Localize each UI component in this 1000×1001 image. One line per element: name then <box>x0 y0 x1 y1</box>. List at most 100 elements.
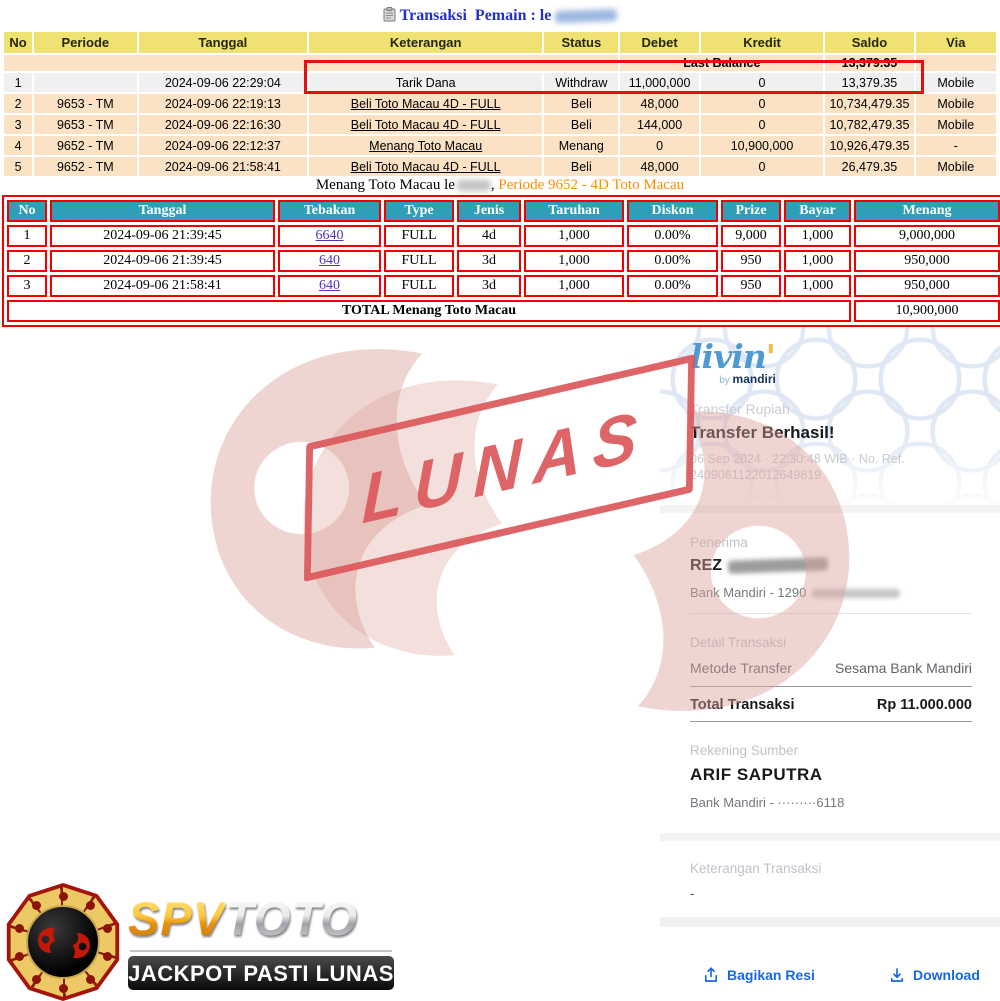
brand-spv: SPV <box>128 892 226 945</box>
transactions-table: No Periode Tanggal Keterangan Status Debet Kre… <box>2 30 998 178</box>
keterangan-label: Keterangan Transaksi <box>690 861 822 876</box>
transfer-type-label: Transfer Rupiah <box>690 401 790 417</box>
tx-cell-status: Beli <box>544 157 619 176</box>
share-receipt-button[interactable]: Bagikan Resi <box>696 965 821 985</box>
tx-cell-keterangan[interactable]: Beli Toto Macau 4D - FULL <box>309 94 543 113</box>
section-divider-band <box>660 917 1000 927</box>
tx-cell-no: 2 <box>4 94 33 113</box>
penerima-bank: Bank Mandiri - 1290 <box>690 585 901 600</box>
tx-cell-via: - <box>915 136 996 155</box>
tx-cell-debet: 48,000 <box>620 157 699 176</box>
mn-col-bayar: Bayar <box>784 200 851 222</box>
download-label: Download <box>913 967 980 983</box>
mn-cell-diskon: 0.00% <box>627 250 718 272</box>
tx-cell-via: Mobile <box>915 73 996 92</box>
tx-cell-keterangan[interactable]: Beli Toto Macau 4D - FULL <box>309 115 543 134</box>
tx-cell-tanggal: 2024-09-06 22:12:37 <box>138 136 308 155</box>
tx-cell-via: Mobile <box>915 115 996 134</box>
tx-cell-status: Menang <box>544 136 619 155</box>
tx-cell-periode <box>34 73 137 92</box>
clipboard-icon <box>383 7 396 22</box>
sumber-name: ARIF SAPUTRA <box>690 765 823 784</box>
mn-cell-tebakan[interactable]: 640 <box>278 275 381 297</box>
tx-cell-keterangan[interactable]: Menang Toto Macau <box>309 136 543 155</box>
transaction-row: 3 9653 - TM 2024-09-06 22:16:30 Beli Toto M… <box>4 115 996 134</box>
penerima-name: REZ <box>690 557 829 575</box>
menang-table: No Tanggal Tebakan Type Jenis Taruhan Diskon Pr… <box>2 195 1000 327</box>
total-value: Rp 11.000.000 <box>876 697 972 713</box>
mn-cell-tanggal: 2024-09-06 21:58:41 <box>50 275 275 297</box>
share-label: Bagikan Resi <box>727 967 815 983</box>
tx-cell-tanggal: 2024-09-06 21:58:41 <box>138 157 308 176</box>
brand-divider-line <box>130 950 392 952</box>
divider <box>690 613 972 614</box>
mn-col-taruhan: Taruhan <box>524 200 624 222</box>
by-label: by <box>719 375 733 386</box>
tx-cell-tanggal: 2024-09-06 22:16:30 <box>138 115 308 134</box>
section-divider-band <box>660 505 1000 513</box>
tx-cell-via: Mobile <box>915 157 996 176</box>
tebakan-link[interactable]: 640 <box>319 278 340 293</box>
ref-line2: 2409061122012649819 <box>690 468 822 482</box>
livin-mandiri-logo: livin' by mandiri <box>690 337 776 386</box>
tx-cell-kredit: 0 <box>700 157 824 176</box>
tx-col-keterangan: Keterangan <box>309 32 543 53</box>
tx-col-no: No <box>4 32 33 53</box>
tx-cell-kredit: 0 <box>700 73 824 92</box>
redacted-player-name <box>555 9 618 24</box>
mn-cell-diskon: 0.00% <box>627 275 718 297</box>
tx-cell-no: 3 <box>4 115 33 134</box>
tx-cell-debet: 144,000 <box>620 115 699 134</box>
tx-cell-via: Mobile <box>915 94 996 113</box>
mn-cell-taruhan: 1,000 <box>524 225 624 247</box>
total-label: Total Transaksi <box>690 697 795 713</box>
mn-cell-tebakan[interactable]: 6640 <box>278 225 381 247</box>
tx-cell-no: 5 <box>4 157 33 176</box>
menang-title-periode: Periode 9652 - 4D Toto Macau <box>498 177 685 193</box>
tx-col-saldo: Saldo <box>825 32 914 53</box>
detail-transaksi-label: Detail Transaksi <box>690 635 787 650</box>
menang-header-row: No Tanggal Tebakan Type Jenis Taruhan Diskon Pr… <box>7 200 1000 222</box>
by-mandiri-label: by mandiri <box>690 372 776 386</box>
mn-cell-tebakan[interactable]: 640 <box>278 250 381 272</box>
menang-title-prefix: Menang Toto Macau le <box>315 177 455 193</box>
menang-total-label: TOTAL Menang Toto Macau <box>7 300 851 322</box>
mn-cell-bayar: 1,000 <box>784 250 851 272</box>
mn-cell-prize: 950 <box>721 275 781 297</box>
last-balance-row: Last Balance 13,379.35 <box>4 55 996 71</box>
penerima-bank-text: Bank Mandiri - 1290 <box>690 585 807 600</box>
keterangan-value: - <box>690 885 695 901</box>
menang-title-comma: , <box>490 177 499 193</box>
mn-cell-taruhan: 1,000 <box>524 250 624 272</box>
mn-cell-no: 2 <box>7 250 47 272</box>
livin-apostrophe: ' <box>765 337 776 376</box>
download-button[interactable]: Download <box>882 965 986 985</box>
tx-cell-periode: 9652 - TM <box>34 157 137 176</box>
tx-cell-keterangan[interactable]: Beli Toto Macau 4D - FULL <box>309 157 543 176</box>
mn-cell-jenis: 4d <box>457 225 521 247</box>
mn-cell-menang: 950,000 <box>854 250 1000 272</box>
highlight-box <box>304 60 924 94</box>
mn-col-type: Type <box>384 200 454 222</box>
menang-row: 3 2024-09-06 21:58:41 640 FULL 3d 1,000 0.00% 9… <box>7 275 1000 297</box>
redacted-recipient-name <box>727 557 829 575</box>
mn-cell-type: FULL <box>384 250 454 272</box>
penerima-label: Penerima <box>690 535 748 550</box>
tebakan-link[interactable]: 640 <box>319 253 340 268</box>
lunas-stamp-text: LUNAS <box>361 394 650 539</box>
tx-cell-saldo: 10,734,479.35 <box>825 94 914 113</box>
mn-cell-tanggal: 2024-09-06 21:39:45 <box>50 250 275 272</box>
download-icon <box>890 968 904 982</box>
tebakan-link[interactable]: 6640 <box>315 228 344 243</box>
mn-col-no: No <box>7 200 47 222</box>
tx-cell-kredit: 0 <box>700 94 824 113</box>
livin-wordmark: livin <box>690 337 767 376</box>
mn-cell-taruhan: 1,000 <box>524 275 624 297</box>
tx-cell-kredit: 10,900,000 <box>700 136 824 155</box>
menang-row: 1 2024-09-06 21:39:45 6640 FULL 4d 1,000 0.00%… <box>7 225 1000 247</box>
tx-cell-kredit: 0 <box>700 115 824 134</box>
transaction-row: 2 9653 - TM 2024-09-06 22:19:13 Beli Toto M… <box>4 94 996 113</box>
transaction-row: 1 2024-09-06 22:29:04 Tarik Dana Withdraw 11… <box>4 73 996 92</box>
tx-cell-no: 4 <box>4 136 33 155</box>
transactions-header-row: No Periode Tanggal Keterangan Status Debet Kre… <box>4 32 996 53</box>
